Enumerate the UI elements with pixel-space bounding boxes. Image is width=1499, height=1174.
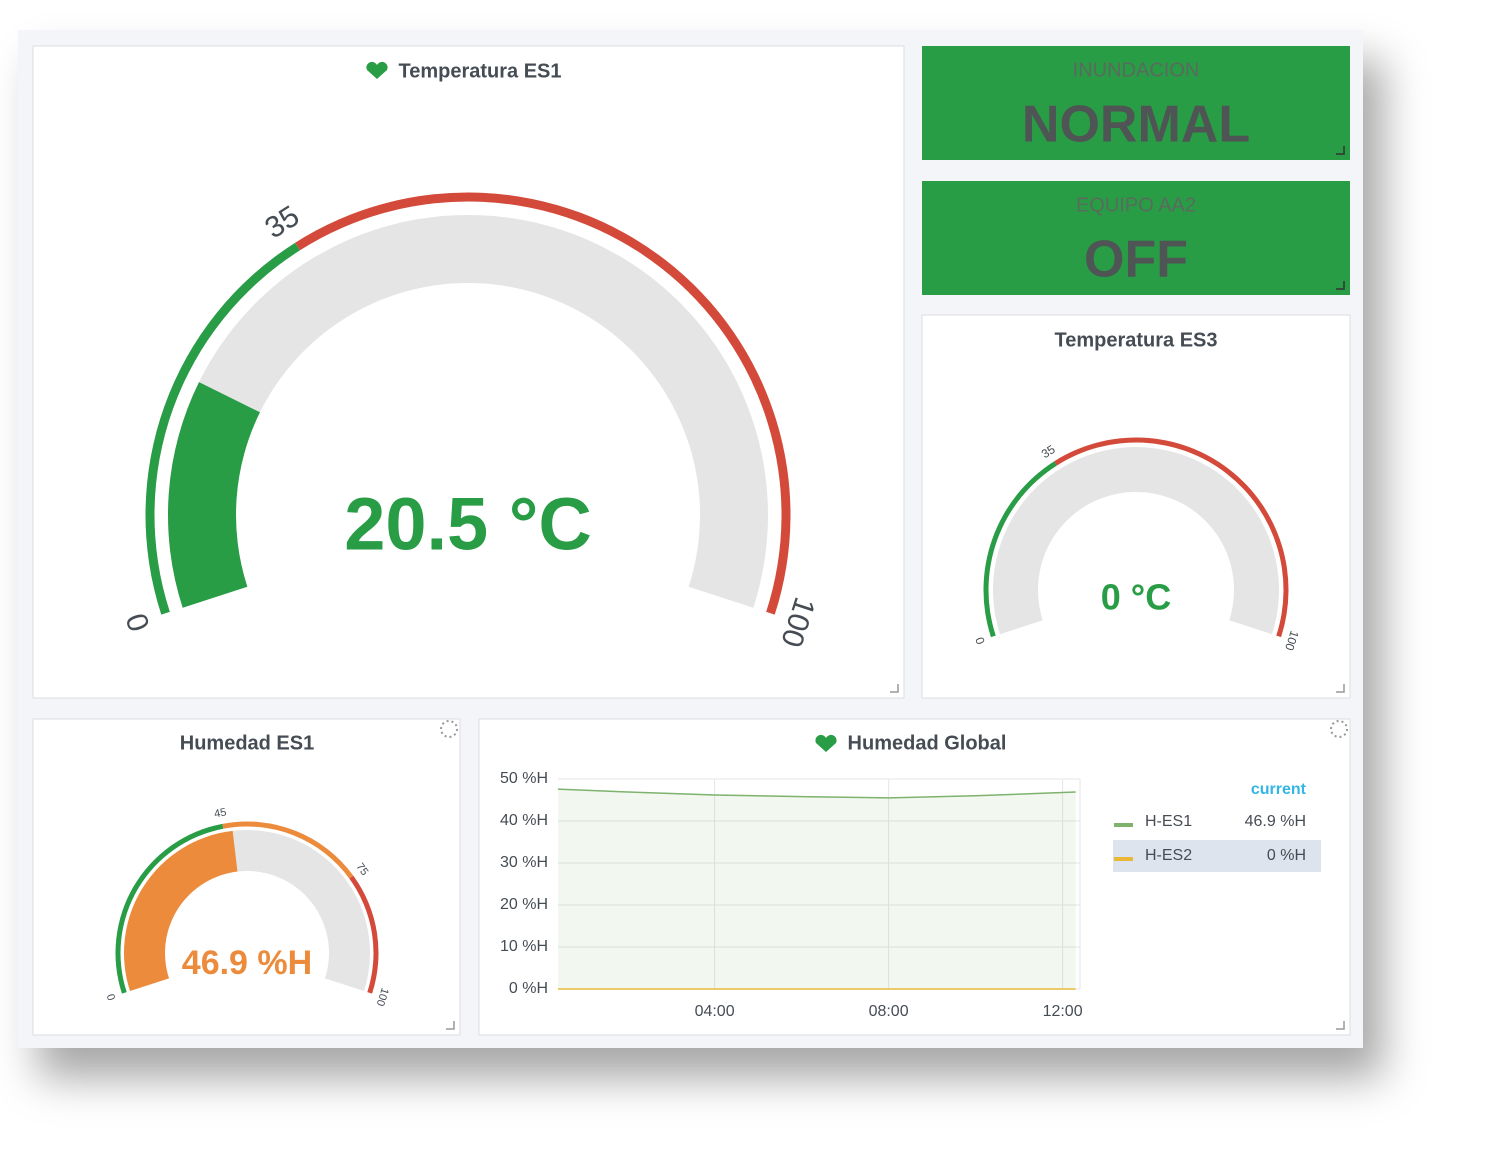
resize-handle [1336, 281, 1345, 290]
x-tick-label: 12:00 [1043, 1003, 1083, 1020]
gauge-value-label: 20.5 °C [344, 483, 592, 566]
loading-spinners [440, 720, 1348, 738]
y-tick-label: 40 %H [500, 812, 548, 829]
gauge-tick-label: 0 [972, 635, 987, 646]
spinner [1330, 720, 1348, 738]
gauge-tick-label: 100 [374, 986, 391, 1007]
panel-title: Humedad ES1 [180, 732, 314, 754]
series-area [558, 789, 1076, 989]
resize-handle[interactable] [890, 684, 899, 693]
gauge-value-label: 46.9 %H [182, 944, 312, 982]
panel-title: Humedad Global [848, 732, 1007, 754]
threshold-band [222, 821, 354, 879]
threshold-band [145, 242, 301, 615]
gauge-background [168, 215, 769, 608]
gauge-value [168, 382, 260, 608]
legend-hover [1113, 840, 1321, 872]
health-icon [366, 61, 388, 79]
resize-handle[interactable] [1336, 1021, 1345, 1030]
legend-name: H-ES1 [1145, 813, 1192, 830]
status-panel [922, 181, 1350, 295]
y-tick-label: 50 %H [500, 770, 548, 787]
icons [366, 61, 837, 752]
status-title: INUNDACION [1073, 59, 1200, 81]
threshold-band [983, 461, 1057, 638]
gauge-tick-label: 0 [105, 992, 118, 1002]
threshold-band [349, 875, 379, 994]
y-tick-label: 30 %H [500, 854, 548, 871]
gauge-tick-label: 100 [1282, 629, 1302, 653]
gauge-value [124, 830, 238, 992]
x-tick-label: 08:00 [869, 1003, 909, 1020]
gauge-value-label: 0 °C [1101, 577, 1171, 618]
x-tick-label: 04:00 [695, 1003, 735, 1020]
y-tick-label: 10 %H [500, 938, 548, 955]
gauge-tick-label: 75 [354, 861, 371, 878]
status-value: NORMAL [1022, 96, 1250, 154]
gauge-background [992, 447, 1280, 635]
status-title: EQUIPO AA2 [1076, 194, 1196, 216]
legend-current: 46.9 %H [1245, 813, 1306, 830]
panel [32, 718, 461, 1036]
resize-handle[interactable] [1336, 684, 1345, 693]
legend-header: current [1251, 781, 1307, 798]
legend-name: H-ES2 [1145, 847, 1192, 864]
status-panel [922, 46, 1350, 160]
health-icon [815, 734, 837, 752]
y-tick-label: 0 %H [509, 980, 548, 997]
status-value: OFF [1084, 231, 1188, 289]
resize-handles [446, 684, 1345, 1030]
series-line [557, 788, 1076, 799]
y-tick-label: 20 %H [500, 896, 548, 913]
resize-handle [1336, 146, 1345, 155]
spinner [440, 720, 458, 738]
panel-title: Temperatura ES3 [1054, 329, 1217, 351]
panel [478, 718, 1351, 1036]
gauge-tick-label: 45 [213, 806, 227, 820]
panel-title: Temperatura ES1 [398, 60, 561, 82]
legend-current: 0 %H [1267, 847, 1306, 864]
resize-handle[interactable] [446, 1021, 455, 1030]
